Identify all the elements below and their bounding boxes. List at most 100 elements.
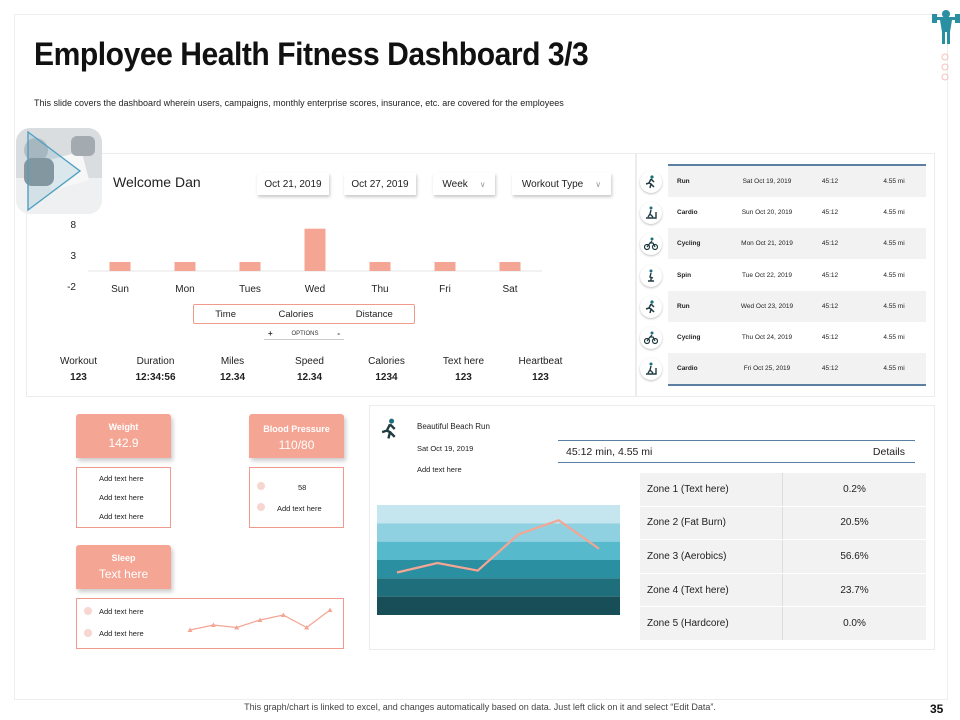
workout-distance: 4.55 mi xyxy=(883,365,905,372)
heart-icon xyxy=(257,482,265,490)
chevron-down-icon: ∨ xyxy=(595,179,602,189)
metric-option-calories[interactable]: Calories xyxy=(278,308,314,320)
sleep-trend-marker xyxy=(210,622,216,627)
workout-type-dropdown[interactable]: Workout Type ∨ xyxy=(512,173,611,195)
stats-row: Workout 123 Duration 12:34:56 Miles 12.34 S… xyxy=(40,356,580,383)
stat-heartbeat: Heartbeat 123 xyxy=(502,356,579,383)
stat-label: Calories xyxy=(368,356,405,367)
options-label: OPTIONS xyxy=(291,330,319,337)
stat-value: 123 xyxy=(532,372,549,383)
metric-option-distance[interactable]: Distance xyxy=(355,308,393,320)
workout-row[interactable]: Cardio Sun Oct 20, 2019 45:12 4.55 mi xyxy=(668,197,926,228)
options-plus-button[interactable]: + xyxy=(268,329,273,338)
run-trend-line xyxy=(396,519,600,574)
table-bottom-rule xyxy=(668,384,926,386)
workout-distance: 4.55 mi xyxy=(883,209,905,216)
stat-duration: Duration 12:34:56 xyxy=(117,356,194,383)
page-title: Employee Health Fitness Dashboard 3/3 xyxy=(34,36,589,72)
workout-time: 45:12 xyxy=(821,209,839,216)
x-tick-label: Thu xyxy=(371,284,388,295)
workout-distance: 4.55 mi xyxy=(883,272,905,279)
table-top-rule xyxy=(668,164,926,166)
stat-label: Heartbeat xyxy=(518,356,563,367)
bar xyxy=(304,228,326,271)
stat-calories: Calories 1234 xyxy=(348,356,425,383)
workout-distance: 4.55 mi xyxy=(883,240,905,247)
blood-pressure-value: 110/80 xyxy=(278,438,315,452)
x-tick-label: Tues xyxy=(239,284,261,295)
period-dropdown[interactable]: Week ∨ xyxy=(433,173,495,195)
footer-note: This graph/chart is linked to excel, and… xyxy=(244,702,716,712)
zone-percent: 20.5% xyxy=(840,517,869,529)
bar xyxy=(369,262,391,271)
zone-row: Zone 3 (Aerobics) 56.6% xyxy=(640,540,926,574)
workout-type: Run xyxy=(677,178,690,185)
bar xyxy=(434,262,456,271)
blood-pressure-label: Blood Pressure xyxy=(263,424,330,434)
zone-band xyxy=(377,505,620,524)
options-minus-button[interactable]: - xyxy=(337,329,340,338)
weight-note: Add text here xyxy=(99,512,144,521)
bar xyxy=(174,262,196,271)
zone-row: Zone 4 (Text here) 23.7% xyxy=(640,573,926,608)
blood-pressure-card: Blood Pressure 110/80 xyxy=(249,414,344,458)
zone-percent: 0.2% xyxy=(843,483,866,495)
stat-workout: Workout 123 xyxy=(40,356,117,383)
stat-value: 12.34 xyxy=(296,372,323,383)
stat-value: 12:34:56 xyxy=(135,372,176,383)
stat-label: Miles xyxy=(220,356,245,367)
stat-speed: Speed 12.34 xyxy=(271,356,348,383)
sleep-card: Sleep Text here xyxy=(76,545,171,589)
workout-type-value: Workout Type xyxy=(521,178,584,190)
treadmill-icon xyxy=(640,358,662,380)
workout-time: 45:12 xyxy=(821,178,839,185)
stat-value: 123 xyxy=(455,372,472,383)
zone-name: Zone 2 (Fat Burn) xyxy=(640,506,783,540)
workout-row[interactable]: Run Wed Oct 23, 2019 45:12 4.55 mi xyxy=(668,291,926,322)
page-number: 35 xyxy=(930,702,944,716)
workout-time: 45:12 xyxy=(821,334,839,341)
workout-type: Spin xyxy=(677,272,692,279)
blood-pressure-notes-box xyxy=(249,467,344,528)
workout-row[interactable]: Run Sat Oct 19, 2019 45:12 4.55 mi xyxy=(668,166,926,197)
y-tick-label: 3 xyxy=(70,251,76,262)
fitness-trainer-icon xyxy=(932,10,960,44)
stat-label: Speed xyxy=(295,356,324,367)
cyclist-icon xyxy=(640,233,662,255)
workout-type: Cardio xyxy=(677,365,698,372)
workout-time: 45:12 xyxy=(821,303,839,310)
run-date: Sat Oct 19, 2019 xyxy=(417,444,474,453)
bar xyxy=(239,262,261,271)
weight-card: Weight 142.9 xyxy=(76,414,171,458)
run-summary: 45:12 min, 4.55 mi xyxy=(566,446,653,458)
cyclist-icon xyxy=(640,327,662,349)
date-to-value: Oct 27, 2019 xyxy=(351,178,409,190)
date-to-picker[interactable]: Oct 27, 2019 xyxy=(344,173,416,195)
date-from-value: Oct 21, 2019 xyxy=(264,178,322,190)
stat-label: Duration xyxy=(136,356,175,367)
bullet-icon xyxy=(257,503,265,511)
zone-name: Zone 4 (Text here) xyxy=(640,573,783,607)
workout-row[interactable]: Spin Tue Oct 22, 2019 45:12 4.55 mi xyxy=(668,260,926,291)
metric-option-time[interactable]: Time xyxy=(215,308,236,320)
workout-row[interactable]: Cardio Fri Oct 25, 2019 45:12 4.55 mi xyxy=(668,353,926,384)
weight-note: Add text here xyxy=(99,474,144,483)
weight-notes-box xyxy=(76,467,171,528)
zone-band xyxy=(377,560,620,579)
details-link[interactable]: Details xyxy=(872,446,905,458)
run-note: Add text here xyxy=(417,465,462,474)
zone-table: Zone 1 (Text here) 0.2% Zone 2 (Fat Burn)… xyxy=(640,473,926,641)
period-value: Week xyxy=(442,178,468,190)
x-tick-label: Mon xyxy=(175,284,194,295)
heart-rate-value: 58 xyxy=(298,483,307,492)
x-tick-label: Sat xyxy=(502,284,517,295)
sleep-note: Add text here xyxy=(99,629,144,638)
workout-row[interactable]: Cycling Thu Oct 24, 2019 45:12 4.55 mi xyxy=(668,322,926,353)
sleep-trend-marker xyxy=(234,625,240,630)
date-from-picker[interactable]: Oct 21, 2019 xyxy=(257,173,329,195)
workout-time: 45:12 xyxy=(821,240,839,247)
workout-row[interactable]: Cycling Mon Oct 21, 2019 45:12 4.55 mi xyxy=(668,228,926,259)
workout-date: Tue Oct 22, 2019 xyxy=(742,272,792,279)
workout-type: Run xyxy=(677,303,690,310)
sleep-trend-marker xyxy=(187,627,193,632)
